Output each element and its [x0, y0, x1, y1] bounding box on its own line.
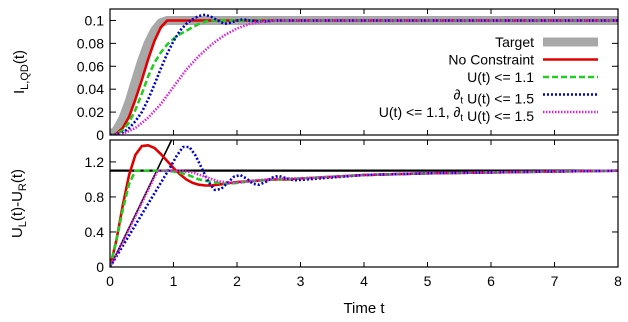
- legend-label-u-t-1-1-t-u-t-1-5: U(t) <= 1.1, ∂t U(t) <= 1.5: [379, 104, 534, 124]
- series-line-no-constraint: [110, 19, 618, 135]
- x-tick-label: 2: [233, 273, 241, 289]
- x-tick-label: 5: [424, 273, 432, 289]
- x-tick-label: 4: [360, 273, 368, 289]
- y-tick-label: 0.08: [77, 35, 104, 51]
- y-label-subscript: L: [17, 221, 29, 227]
- series-line-u-t-1-1-t-u-t-1-5: [110, 169, 618, 267]
- x-tick-label: 8: [614, 273, 622, 289]
- y-label-subscript: L,QD: [19, 64, 31, 90]
- y-tick-label: 0.4: [85, 224, 105, 240]
- y-tick-label: 0.06: [77, 58, 104, 74]
- reference-line-ramp: [110, 140, 173, 267]
- bottom-axis-ticks: [109, 140, 619, 268]
- series-line-target: [110, 16, 618, 135]
- x-tick-label: 6: [487, 273, 495, 289]
- top-axis-ticks: [109, 9, 619, 136]
- bottom-y-axis-label: UL(t)-UR(t): [9, 169, 29, 238]
- series-line-u-t-1-1-t-u-t-1-5: [110, 19, 618, 135]
- legend-label-no-constraint: No Constraint: [448, 52, 534, 68]
- bottom-reference-lines: [110, 140, 618, 267]
- top-plot-frame: [109, 8, 619, 136]
- y-tick-label: 0: [96, 259, 104, 275]
- x-tick-labels: 0 1 2 3 4 5 6 7 8: [106, 273, 622, 289]
- x-tick-label: 7: [551, 273, 559, 289]
- legend-label-u-t-1-1: U(t) <= 1.1: [467, 69, 534, 85]
- series-line-t-u-t-1-5: [110, 13, 618, 135]
- legend-label-t-u-t-1-5: ∂t U(t) <= 1.5: [453, 87, 534, 107]
- y-label-main: U: [9, 191, 26, 202]
- top-panel: 0 0.02 0.04 0.06 0.08 0.1 IL,QD(t) Target No C…: [11, 8, 619, 143]
- y-label-main: I: [11, 90, 28, 94]
- y-tick-label: 0.8: [85, 189, 105, 205]
- x-tick-label: 0: [106, 273, 114, 289]
- y-tick-label: 0.02: [77, 104, 104, 120]
- x-tick-label: 1: [170, 273, 178, 289]
- series-line-u-t-1-1: [110, 19, 618, 135]
- x-axis-label: Time t: [343, 300, 385, 317]
- series-line-u-t-1-1: [110, 169, 618, 267]
- y-label-tail: (t): [9, 169, 26, 183]
- top-y-axis-label: IL,QD(t): [11, 50, 31, 94]
- y-label-main: U: [9, 227, 26, 238]
- bottom-series-lines: [110, 144, 618, 267]
- top-y-tick-labels: 0 0.02 0.04 0.06 0.08 0.1: [77, 12, 104, 143]
- y-label-tail: (t): [11, 50, 28, 64]
- y-label-tail: (t)-: [9, 202, 26, 221]
- y-tick-label: 0: [96, 127, 104, 143]
- top-series-lines: [110, 13, 618, 135]
- bottom-plot-frame: [109, 139, 619, 268]
- y-tick-label: 0.1: [85, 12, 105, 28]
- x-tick-label: 3: [297, 273, 305, 289]
- series-line-t-u-t-1-5: [110, 145, 618, 267]
- y-tick-label: 0.04: [77, 81, 104, 97]
- y-label-subscript: R: [17, 183, 29, 191]
- series-line-no-constraint: [110, 144, 618, 267]
- legend-label-target: Target: [495, 34, 534, 50]
- bottom-y-tick-labels: 0 0.4 0.8 1.2: [85, 154, 105, 275]
- y-tick-label: 1.2: [85, 154, 105, 170]
